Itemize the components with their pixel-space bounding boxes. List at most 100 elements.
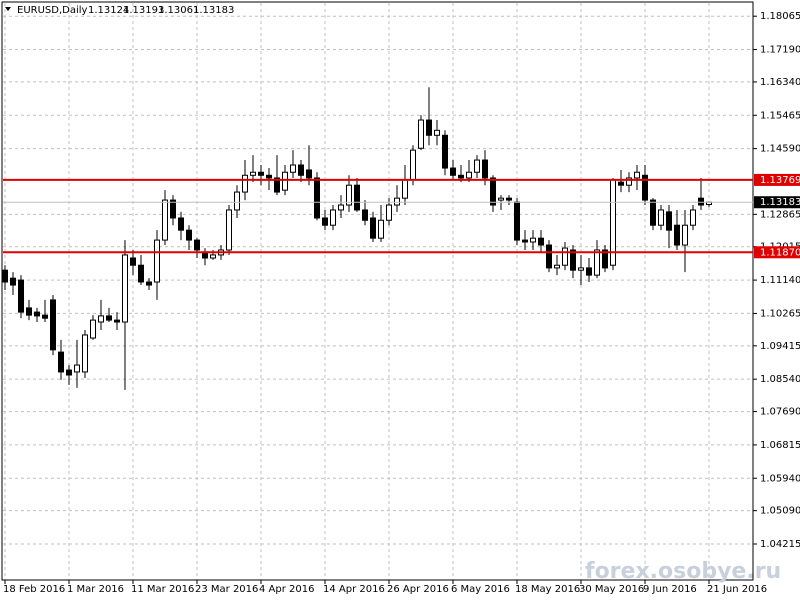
candle-body xyxy=(114,319,120,323)
candle-body xyxy=(26,307,32,316)
candle-body xyxy=(682,224,688,246)
y-tick-label: 1.12865 xyxy=(760,209,800,220)
y-tick-label: 1.05090 xyxy=(760,506,800,517)
y-tick-label: 1.17190 xyxy=(760,45,800,56)
y-tick-label: 1.11140 xyxy=(760,275,800,286)
y-tick-label: 1.18065 xyxy=(760,11,800,22)
candle-body xyxy=(330,209,336,226)
candle-body xyxy=(82,334,88,373)
x-tick-label: 23 Mar 2016 xyxy=(195,584,258,595)
candle-body xyxy=(122,254,128,323)
candle-body xyxy=(370,217,376,239)
candle-body xyxy=(2,269,8,283)
candle-body xyxy=(570,249,576,271)
candle-body xyxy=(290,164,296,173)
candle-body xyxy=(514,201,520,241)
candle-body xyxy=(210,254,216,259)
x-tick-label: 4 Apr 2016 xyxy=(259,584,314,595)
candle-body xyxy=(650,199,656,226)
y-tick-label: 1.10265 xyxy=(760,308,800,319)
grid xyxy=(3,3,753,580)
candle-body xyxy=(258,171,264,176)
candle-body xyxy=(466,171,472,179)
candle-body xyxy=(106,315,112,321)
y-tick-label: 1.09415 xyxy=(760,341,800,352)
watermark: forex.osobye.ru xyxy=(585,559,781,584)
candle-body xyxy=(402,179,408,199)
candle-body xyxy=(18,279,24,313)
candle-body xyxy=(490,177,496,206)
candle-body xyxy=(482,159,488,179)
candle-body xyxy=(498,197,504,201)
candle-body xyxy=(626,177,632,186)
x-tick-label: 30 May 2016 xyxy=(579,584,644,595)
candle-body xyxy=(530,237,536,243)
level-label: 1.11870 xyxy=(760,247,800,258)
candle-body xyxy=(274,177,280,193)
candle-body xyxy=(234,191,240,211)
candle-body xyxy=(658,209,664,226)
candle-body xyxy=(178,217,184,231)
candle-body xyxy=(226,209,232,251)
candle-body xyxy=(642,174,648,201)
y-tick-label: 1.08540 xyxy=(760,374,800,385)
candle-body xyxy=(690,209,696,226)
candle-body xyxy=(186,229,192,241)
x-tick-label: 26 Apr 2016 xyxy=(387,584,449,595)
y-tick-label: 1.15465 xyxy=(760,110,800,121)
candle-body xyxy=(10,277,16,286)
candle-body xyxy=(522,239,528,243)
x-tick-label: 21 Jun 2016 xyxy=(707,584,767,595)
candle-body xyxy=(578,267,584,271)
y-tick-label: 1.06815 xyxy=(760,440,800,451)
candle-body xyxy=(146,281,152,286)
candle-body xyxy=(282,171,288,191)
candle-body xyxy=(418,119,424,149)
candle-body xyxy=(458,174,464,179)
x-tick-label: 18 Feb 2016 xyxy=(3,584,65,595)
y-tick-label: 1.16340 xyxy=(760,77,800,88)
candle-body xyxy=(410,149,416,181)
plot xyxy=(2,87,712,390)
candle-body xyxy=(698,197,704,206)
level-label-box xyxy=(754,173,800,186)
candle-body xyxy=(538,237,544,246)
candle-body xyxy=(130,257,136,266)
candle-body xyxy=(354,184,360,211)
candle-body xyxy=(90,319,96,339)
candle-body xyxy=(674,224,680,246)
candle-body xyxy=(298,164,304,176)
candle-body xyxy=(474,159,480,173)
candle-body xyxy=(242,174,248,193)
candle-body xyxy=(450,167,456,176)
menu-arrow[interactable] xyxy=(5,7,11,11)
candle-body xyxy=(34,311,40,317)
candle-body xyxy=(74,364,80,373)
candle-body xyxy=(394,197,400,206)
candle-body xyxy=(346,184,352,206)
candle-body xyxy=(98,315,104,323)
candle-body xyxy=(554,264,560,269)
candle-body xyxy=(618,181,624,186)
candle-body xyxy=(42,314,48,319)
candle-body xyxy=(154,239,160,283)
y-tick-label: 1.14590 xyxy=(760,144,800,155)
candle-body xyxy=(442,134,448,169)
level-label-box xyxy=(754,246,800,259)
candle-body xyxy=(50,299,56,351)
x-tick-label: 18 May 2016 xyxy=(515,584,580,595)
header-high: 1.13193 xyxy=(123,5,164,16)
symbol: EURUSD,Daily xyxy=(17,5,88,16)
candle-body xyxy=(194,239,200,251)
candle-body xyxy=(338,204,344,211)
candle-body xyxy=(362,209,368,221)
candle-body xyxy=(594,249,600,276)
candle-body xyxy=(426,119,432,136)
candle-body xyxy=(170,199,176,219)
candle-body xyxy=(322,217,328,226)
candle-body xyxy=(378,219,384,239)
candle-body xyxy=(546,244,552,269)
candle-body xyxy=(562,247,568,266)
